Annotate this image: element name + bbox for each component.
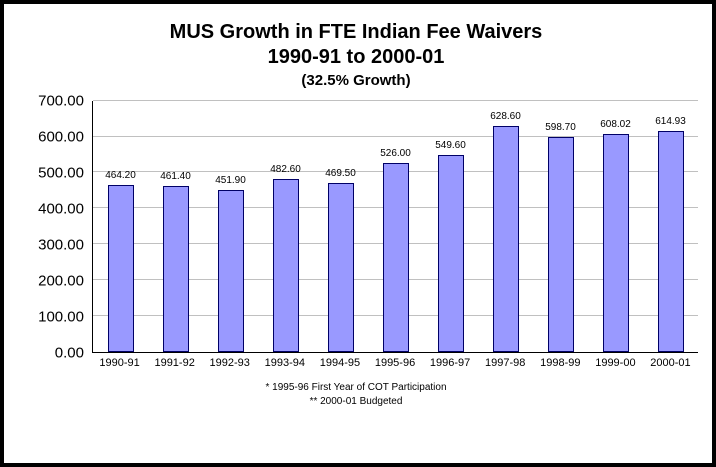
x-tick-label: 1993-94 [264,356,306,369]
x-tick-label: 1998-99 [540,356,581,369]
bars-row: 464.20 461.40 451.90 482.60 469.50 526.00 549.… [93,101,698,352]
y-tick-label: 500.00 [38,164,84,182]
bar-column-1991-92: 461.40 [148,101,203,352]
bar-column-1995-96: 526.00 [368,101,423,352]
bar-value-label: 469.50 [325,168,356,180]
bar-value-label: 549.60 [435,139,466,151]
bar-value-label: 464.20 [105,170,136,182]
bar-value-label: 628.60 [490,111,521,123]
gridline [93,135,698,137]
y-tick-label: 700.00 [38,92,84,110]
bar-column-1996-97: 549.60 [423,101,478,352]
x-tick-label: 1997-98 [485,356,526,369]
bar-value-label: 451.90 [215,174,246,186]
bar-value-label: 614.93 [655,116,686,128]
y-axis: 0.00 100.00 200.00 300.00 400.00 500.00 600.00… [14,92,92,361]
bar-1991-92 [162,186,189,352]
plot-and-x-axis: 464.20 461.40 451.90 482.60 469.50 526.00 549.… [92,99,698,373]
footnotes: * 1995-96 First Year of COT Participatio… [14,381,698,410]
footnote-1: * 1995-96 First Year of COT Participatio… [265,381,447,393]
bar-column-1997-98: 628.60 [478,101,533,352]
bar-1999-00 [602,133,629,352]
chart-title-line1: MUS Growth in FTE Indian Fee Waivers [169,21,543,43]
bar-1995-96 [382,163,409,352]
bar-1996-97 [437,154,464,352]
bar-column-1998-99: 598.70 [533,101,588,352]
x-tick-label: 1995-96 [374,356,416,369]
bar-column-1993-94: 482.60 [258,101,313,352]
bar-1998-99 [547,137,574,352]
chart-body: 0.00 100.00 200.00 300.00 400.00 500.00 600.00… [14,92,698,373]
bar-value-label: 526.00 [380,148,411,160]
plot-area: 464.20 461.40 451.90 482.60 469.50 526.00 549.… [92,99,698,353]
bar-value-label: 482.60 [270,163,301,175]
x-tick-label: 1992-93 [209,356,250,369]
bar-value-label: 598.70 [545,122,576,134]
chart-subtitle: (32.5% Growth) [301,72,411,89]
bar-value-label: 608.02 [600,118,631,130]
x-axis: 1990-91 1991-92 1992-93 1993-94 1994-95 1995-… [92,357,698,373]
bar-2000-01 [657,131,684,352]
y-tick-label: 600.00 [38,128,84,146]
bar-column-1994-95: 469.50 [313,101,368,352]
x-tick-label: 2000-01 [650,356,691,369]
bar-column-1990-91: 464.20 [93,101,148,352]
bar-1997-98 [492,126,519,352]
y-tick-label: 200.00 [38,272,84,290]
bar-1993-94 [272,178,299,352]
x-tick-label: 1994-95 [319,356,361,369]
bar-1990-91 [107,185,134,352]
chart-title: MUS Growth in FTE Indian Fee Waivers 199… [14,20,698,91]
gridline [93,99,698,101]
bar-value-label: 461.40 [160,171,191,183]
y-tick-label: 0.00 [54,344,84,362]
x-tick-label: 1991-92 [154,356,195,369]
bar-column-1999-00: 608.02 [588,101,643,352]
bar-1994-95 [327,183,354,352]
y-tick-label: 300.00 [38,236,84,254]
footnote-2: ** 2000-01 Budgeted [309,396,403,408]
x-tick-label: 1999-00 [595,356,636,369]
bar-column-1992-93: 451.90 [203,101,258,352]
x-tick-label: 1996-97 [429,356,471,369]
bar-column-2000-01: 614.93 [643,101,698,352]
chart-title-line2: 1990-91 to 2000-01 [267,46,445,68]
x-tick-label: 1990-91 [99,356,140,369]
bar-1992-93 [217,189,244,352]
y-tick-label: 100.00 [38,308,84,326]
y-tick-label: 400.00 [38,200,84,218]
